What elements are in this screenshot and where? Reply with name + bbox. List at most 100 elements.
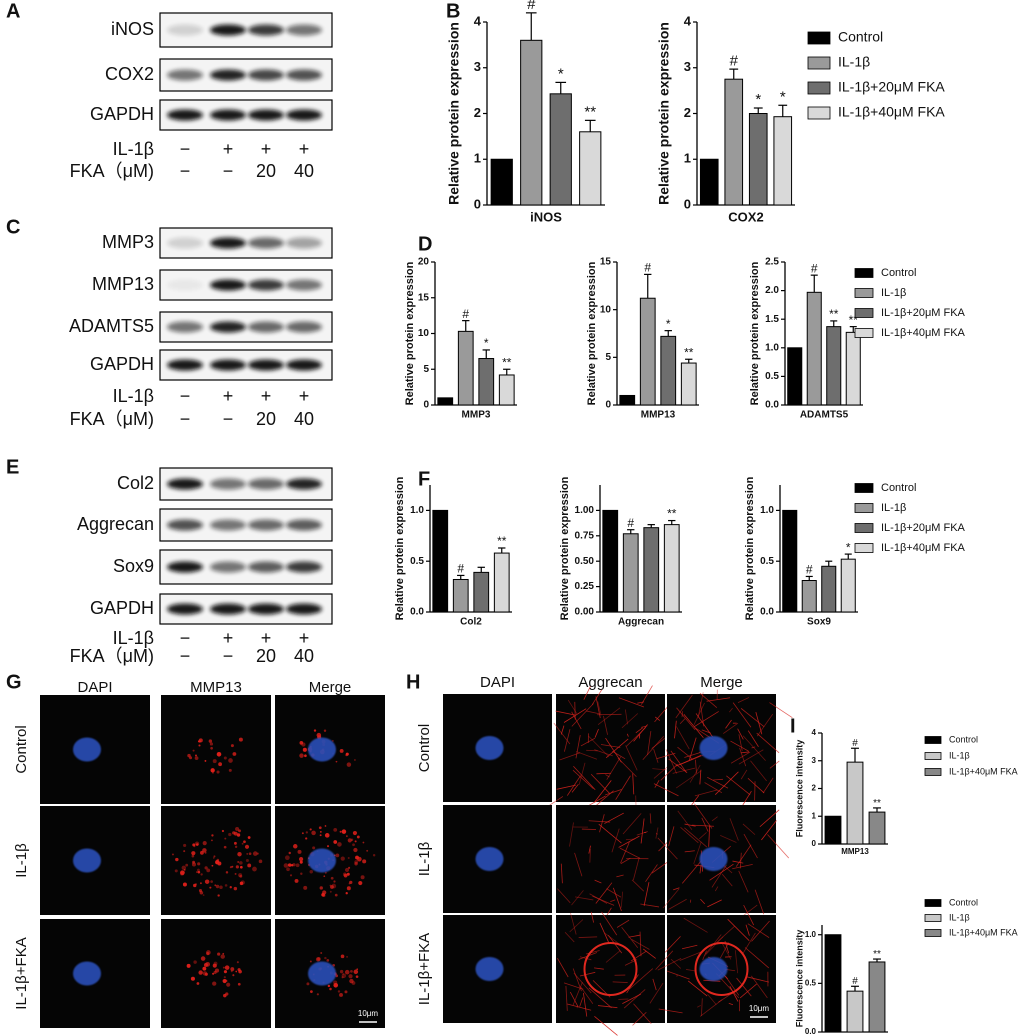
red-signal — [205, 961, 211, 967]
y-axis-label: Fluorescence intensity — [794, 740, 804, 838]
red-fiber — [739, 983, 757, 999]
red-fiber — [723, 722, 739, 734]
legend-label: IL-1β+40μM FKA — [838, 104, 945, 120]
red-fiber — [615, 775, 631, 800]
red-signal — [346, 886, 351, 891]
y-axis-label: Relative protein expression — [559, 476, 571, 620]
condition-label: IL-1β — [13, 843, 30, 878]
red-fiber — [571, 711, 582, 730]
red-fiber — [587, 795, 606, 807]
red-signal — [221, 829, 225, 833]
red-fiber — [742, 823, 756, 835]
red-signal — [191, 854, 195, 858]
red-fiber — [596, 772, 611, 775]
red-fiber — [585, 950, 600, 955]
red-signal — [228, 758, 233, 763]
y-tick-label: 1 — [684, 151, 691, 166]
blot-band — [248, 478, 284, 490]
treatment-label: FKA（μM) — [70, 646, 154, 666]
red-signal — [324, 825, 327, 827]
protein-label: GAPDH — [90, 598, 154, 618]
red-fiber — [699, 701, 705, 727]
red-fiber — [605, 738, 629, 759]
red-fiber — [617, 757, 637, 777]
legend-label: Control — [949, 734, 978, 744]
red-fiber — [656, 832, 658, 835]
bar — [868, 811, 886, 845]
protein-label: ADAMTS5 — [69, 316, 154, 336]
red-fiber — [640, 818, 645, 844]
red-fiber — [747, 777, 765, 794]
nucleus — [699, 957, 728, 981]
red-signal — [334, 893, 338, 897]
bar — [824, 815, 842, 845]
legend-swatch — [807, 56, 831, 70]
red-signal — [213, 961, 218, 966]
blot-band — [167, 24, 203, 36]
bar — [473, 571, 490, 613]
red-signal — [209, 742, 214, 746]
red-fiber — [579, 956, 592, 961]
legend-swatch — [854, 268, 874, 278]
red-fiber — [625, 838, 635, 841]
red-fiber — [569, 991, 579, 1007]
red-fiber — [729, 986, 739, 1002]
red-signal — [193, 883, 197, 888]
red-fiber — [675, 726, 690, 750]
red-fiber — [735, 844, 752, 867]
micrograph — [556, 911, 665, 1036]
red-fiber — [730, 751, 751, 764]
red-signal — [333, 980, 338, 985]
red-signal — [324, 833, 330, 838]
red-fiber — [605, 789, 622, 796]
y-tick-label: 0.25 — [575, 581, 595, 592]
x-label: ADAMTS5 — [800, 410, 849, 421]
bar — [826, 326, 842, 406]
red-fiber — [657, 957, 682, 971]
red-signal — [319, 834, 322, 837]
red-signal — [194, 756, 199, 761]
red-fiber — [574, 701, 576, 720]
legend-swatch — [807, 31, 831, 45]
red-fiber — [730, 740, 750, 752]
red-fiber — [684, 823, 696, 827]
treatment-level: − — [180, 646, 191, 666]
red-fiber — [657, 837, 678, 860]
red-signal — [323, 729, 327, 732]
blot-band — [248, 561, 284, 573]
red-signal — [196, 982, 200, 985]
red-signal — [353, 969, 359, 975]
red-fiber — [732, 860, 744, 864]
y-axis-label: Relative protein expression — [446, 22, 462, 205]
red-signal — [175, 857, 179, 862]
blot-band — [286, 279, 322, 291]
red-signal — [243, 840, 246, 844]
red-signal — [372, 854, 376, 857]
red-fiber — [649, 982, 664, 1004]
red-signal — [320, 952, 323, 954]
red-signal — [238, 737, 243, 742]
red-signal — [352, 843, 355, 847]
red-fiber — [684, 850, 695, 853]
red-fiber — [647, 731, 652, 756]
red-signal — [356, 835, 360, 839]
protein-label: iNOS — [111, 19, 154, 39]
blot-band — [210, 519, 246, 531]
red-fiber — [727, 918, 750, 941]
red-fiber — [575, 896, 594, 901]
red-fiber — [726, 775, 751, 796]
red-fiber — [701, 998, 703, 1016]
red-fiber — [621, 926, 639, 948]
nucleus — [308, 848, 336, 873]
red-fiber — [629, 968, 654, 990]
red-fiber — [595, 882, 613, 904]
legend-label: IL-1β — [949, 750, 970, 760]
nucleus — [475, 957, 504, 981]
micrograph — [40, 919, 150, 1028]
legend-label: IL-1β+40μM FKA — [949, 927, 1018, 937]
nucleus — [73, 737, 101, 762]
blot-band — [167, 69, 203, 81]
red-fiber — [739, 747, 747, 767]
red-signal — [302, 747, 307, 752]
red-signal — [238, 873, 243, 878]
